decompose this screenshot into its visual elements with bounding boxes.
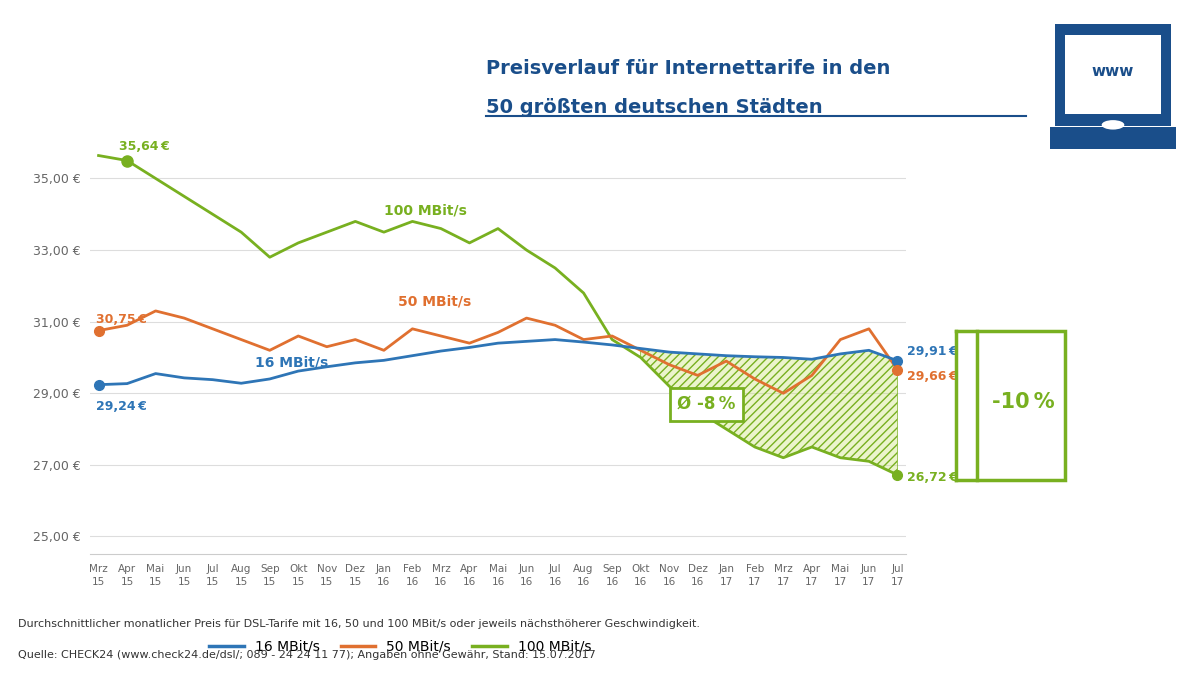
Text: 16 MBit/s: 16 MBit/s [256, 356, 329, 369]
Text: 100 MBit/s: 100 MBit/s [384, 203, 467, 217]
Text: Durchschnittlicher monatlicher Preis für DSL-Tarife mit 16, 50 und 100 MBit/s od: Durchschnittlicher monatlicher Preis für… [18, 619, 700, 629]
FancyBboxPatch shape [1055, 24, 1171, 125]
FancyBboxPatch shape [977, 331, 1066, 480]
Legend: 16 MBit/s, 50 MBit/s, 100 MBit/s: 16 MBit/s, 50 MBit/s, 100 MBit/s [204, 634, 596, 659]
Text: 30,75 €: 30,75 € [96, 313, 146, 326]
Text: Ø -8 %: Ø -8 % [677, 395, 736, 413]
Text: 26,72 €: 26,72 € [907, 471, 959, 484]
Text: 50 MBit/s: 50 MBit/s [398, 295, 472, 308]
Text: Quelle: CHECK24 (www.check24.de/dsl/; 089 - 24 24 11 77); Angaben ohne Gewähr, S: Quelle: CHECK24 (www.check24.de/dsl/; 08… [18, 650, 595, 660]
Text: www: www [1092, 64, 1134, 79]
Text: -10 %: -10 % [992, 392, 1055, 412]
Text: 29,24 €: 29,24 € [96, 400, 146, 413]
Text: 29,66 €: 29,66 € [907, 370, 958, 383]
Text: 35,64 €: 35,64 € [119, 141, 169, 153]
Text: 50 größten deutschen Städten: 50 größten deutschen Städten [486, 98, 823, 117]
Text: 29,91 €: 29,91 € [907, 345, 958, 358]
FancyBboxPatch shape [1066, 35, 1160, 114]
Text: Preisverlauf für Internettarife in den: Preisverlauf für Internettarife in den [486, 59, 890, 78]
FancyBboxPatch shape [1050, 127, 1176, 149]
Ellipse shape [1102, 120, 1124, 130]
